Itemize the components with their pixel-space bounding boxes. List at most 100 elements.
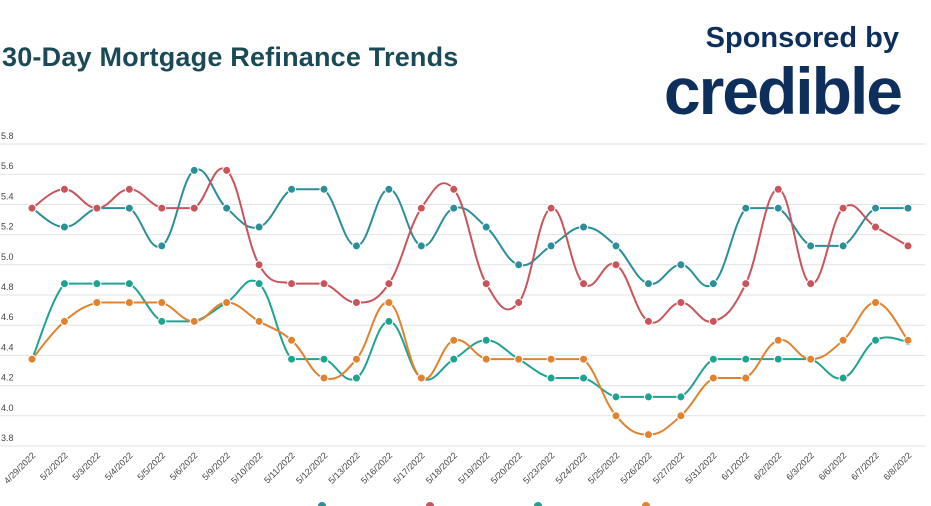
data-point [124, 298, 134, 308]
data-point [676, 298, 686, 308]
y-tick-label: 5.2 [1, 222, 14, 232]
data-point [319, 354, 329, 364]
data-point [319, 184, 329, 194]
series-line-4 [31, 301, 909, 436]
data-point [708, 354, 718, 364]
data-point [773, 203, 783, 213]
data-point [59, 316, 69, 326]
data-point [351, 373, 361, 383]
x-tick-label: 6/1/2022 [719, 450, 751, 482]
sponsor-text: Sponsored by [705, 22, 899, 54]
data-point [611, 411, 621, 421]
data-point [514, 298, 524, 308]
data-point [287, 354, 297, 364]
data-point [903, 241, 913, 251]
data-point [287, 279, 297, 289]
data-point [676, 392, 686, 402]
x-tick-label: 5/24/2022 [554, 450, 589, 485]
data-point [611, 241, 621, 251]
data-point [546, 373, 556, 383]
x-tick-label: 5/25/2022 [586, 450, 621, 485]
data-point [27, 203, 37, 213]
data-point [806, 241, 816, 251]
data-point [871, 298, 881, 308]
data-point [773, 354, 783, 364]
data-point [319, 279, 329, 289]
x-tick-label: 6/3/2022 [784, 450, 816, 482]
x-tick-label: 5/4/2022 [103, 450, 135, 482]
data-point [579, 373, 589, 383]
data-point [741, 279, 751, 289]
data-point [773, 335, 783, 345]
x-tick-label: 6/8/2022 [882, 450, 914, 482]
data-point [676, 260, 686, 270]
data-point [449, 184, 459, 194]
data-point [222, 165, 232, 175]
data-point [351, 241, 361, 251]
x-tick-label: 6/2/2022 [752, 450, 784, 482]
data-point [871, 203, 881, 213]
x-tick-label: 5/16/2022 [359, 450, 394, 485]
x-tick-label: 5/10/2022 [229, 450, 264, 485]
y-tick-label: 4.0 [1, 403, 14, 413]
data-point [222, 298, 232, 308]
data-point [546, 241, 556, 251]
x-tick-label: 4/29/2022 [2, 450, 37, 485]
x-tick-label: 5/6/2022 [168, 450, 200, 482]
y-tick-label: 5.8 [1, 131, 14, 141]
x-tick-label: 5/3/2022 [70, 450, 102, 482]
data-point [449, 203, 459, 213]
x-tick-label: 5/26/2022 [618, 450, 653, 485]
x-tick-label: 5/9/2022 [200, 450, 232, 482]
data-point [903, 203, 913, 213]
data-point [59, 184, 69, 194]
data-point [676, 411, 686, 421]
x-tick-label: 5/13/2022 [326, 450, 361, 485]
y-tick-label: 4.2 [1, 373, 14, 383]
data-point [124, 184, 134, 194]
data-point [708, 316, 718, 326]
data-point [157, 316, 167, 326]
data-point [903, 335, 913, 345]
data-point [384, 316, 394, 326]
data-point [708, 373, 718, 383]
data-point [643, 279, 653, 289]
data-point [481, 279, 491, 289]
data-point [157, 241, 167, 251]
credible-logo: credible [663, 54, 903, 128]
data-point [481, 222, 491, 232]
y-tick-label: 3.8 [1, 433, 14, 443]
x-tick-label: 5/31/2022 [683, 450, 718, 485]
data-point [287, 335, 297, 345]
data-point [254, 279, 264, 289]
data-point [514, 260, 524, 270]
data-point [871, 335, 881, 345]
data-point [579, 279, 589, 289]
x-tick-label: 5/19/2022 [456, 450, 491, 485]
data-point [124, 203, 134, 213]
x-tick-label: 5/23/2022 [521, 450, 556, 485]
x-tick-label: 6/6/2022 [817, 450, 849, 482]
data-point [546, 203, 556, 213]
data-point [643, 392, 653, 402]
x-tick-label: 5/20/2022 [489, 450, 524, 485]
x-tick-label: 5/17/2022 [391, 450, 426, 485]
data-point [254, 260, 264, 270]
legend-marker [426, 502, 434, 506]
data-point [449, 354, 459, 364]
legend-marker [534, 502, 542, 506]
x-tick-label: 5/18/2022 [424, 450, 459, 485]
data-point [741, 354, 751, 364]
data-point [806, 279, 816, 289]
y-tick-label: 5.4 [1, 191, 14, 201]
data-point [579, 222, 589, 232]
data-point [643, 316, 653, 326]
data-point [351, 354, 361, 364]
data-point [351, 298, 361, 308]
data-point [481, 335, 491, 345]
data-point [741, 373, 751, 383]
legend-marker [642, 502, 650, 506]
data-point [416, 373, 426, 383]
y-tick-label: 4.8 [1, 282, 14, 292]
data-point [838, 373, 848, 383]
